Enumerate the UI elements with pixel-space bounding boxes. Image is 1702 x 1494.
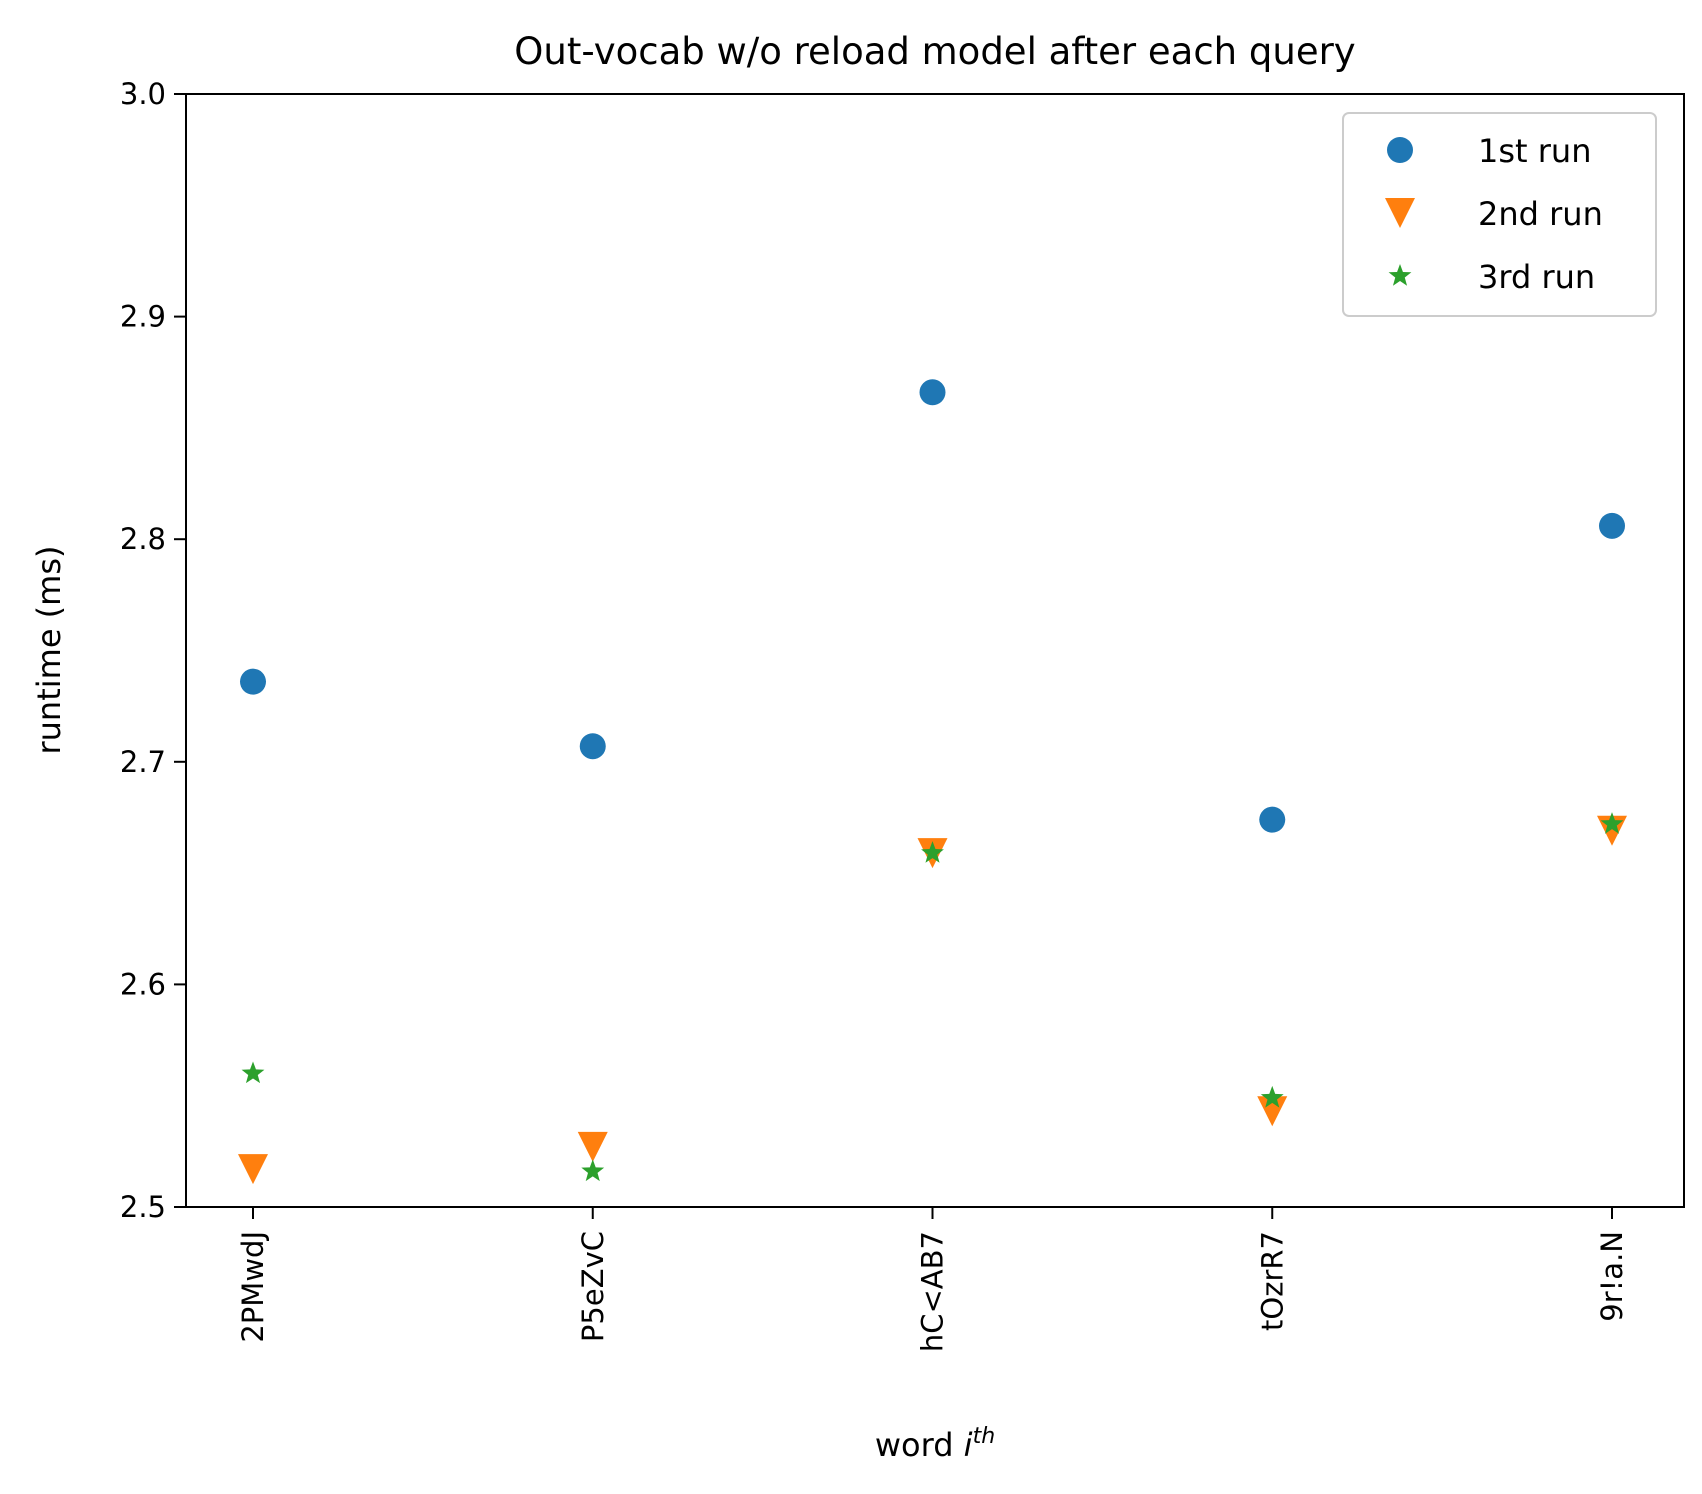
x-tick-label: tOzrR7 [1255, 1231, 1289, 1331]
x-axis-label: word ith [875, 1424, 995, 1464]
x-axis-ticks: 2PMwdJ P5eZvC hC<AB7 tOzrR7 9r!a.N [236, 1207, 1629, 1352]
series-2-point [577, 1131, 608, 1162]
y-tick-label: 2.6 [120, 967, 166, 1001]
series-2-point [238, 1154, 268, 1185]
series-1-point [579, 733, 606, 760]
legend-label-series-1: 1st run [1478, 132, 1591, 170]
series-2-point [1257, 1096, 1288, 1127]
y-tick-label: 3.0 [120, 77, 166, 111]
legend-marker-series-3 [1388, 264, 1412, 286]
series-3-point [241, 1061, 265, 1084]
x-axis-label-math: i [964, 1426, 973, 1464]
series-1-point [1599, 512, 1625, 539]
data-markers [238, 379, 1627, 1185]
chart-title: Out-vocab w/o reload model after each qu… [514, 30, 1355, 73]
x-tick-label: 9r!a.N [1595, 1231, 1629, 1322]
y-tick-label: 2.9 [120, 300, 166, 334]
plot-area-frame [185, 93, 1685, 1208]
y-axis-ticks: 2.5 2.6 2.7 2.8 2.9 3.0 [120, 77, 186, 1224]
series-3-point [1600, 812, 1624, 834]
series-3-point [581, 1159, 605, 1182]
series-3-point [1260, 1085, 1284, 1108]
y-tick-label: 2.7 [120, 745, 166, 779]
legend-label-series-2: 2nd run [1478, 195, 1603, 233]
legend: 1st run 2nd run 3rd run [1342, 112, 1657, 317]
series-1-point [1259, 806, 1286, 833]
y-tick-label: 2.5 [120, 1190, 166, 1224]
legend-label-series-3: 3rd run [1478, 258, 1595, 296]
legend-marker-series-2 [1385, 198, 1415, 228]
y-axis-label: runtime (ms) [30, 546, 68, 755]
series-1-point [240, 668, 266, 695]
x-tick-label: 2PMwdJ [236, 1231, 270, 1343]
series-3-point [921, 841, 944, 863]
series-1-point [919, 379, 946, 406]
y-tick-label: 2.8 [120, 522, 166, 556]
x-axis-label-superscript: th [973, 1424, 996, 1449]
x-tick-label: P5eZvC [576, 1231, 610, 1342]
legend-box [1342, 112, 1657, 317]
x-axis-label-text: word [875, 1426, 954, 1464]
legend-marker-series-1 [1387, 137, 1413, 163]
x-tick-label: hC<AB7 [916, 1231, 950, 1352]
